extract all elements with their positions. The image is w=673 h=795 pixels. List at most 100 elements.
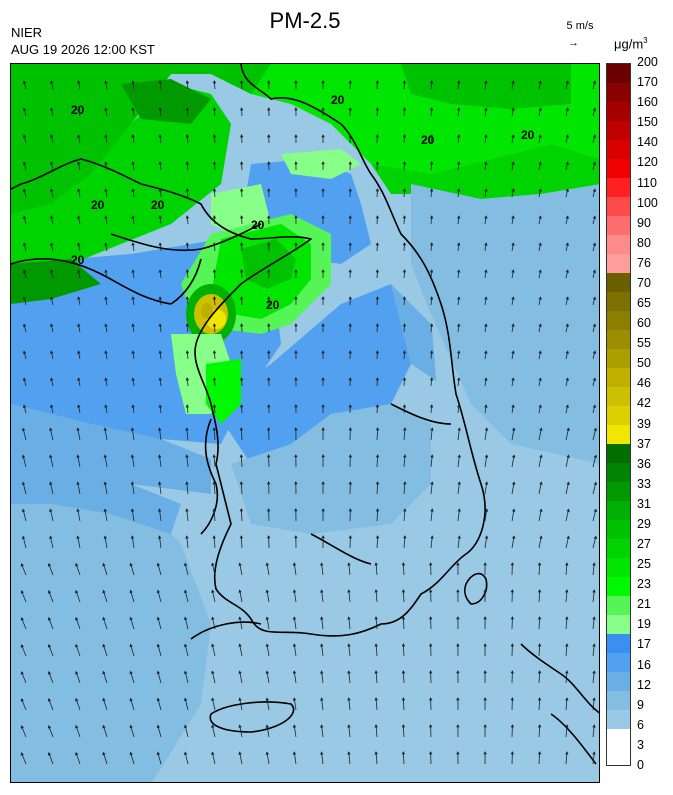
wind-vector-head (402, 242, 407, 246)
wind-scale-arrow-icon: → (568, 37, 579, 49)
wind-vector-head (22, 188, 27, 192)
wind-vector-head (76, 535, 80, 539)
colorbar-swatch (607, 501, 630, 520)
wind-vector-head (538, 404, 542, 408)
wind-vector-head (77, 350, 81, 354)
wind-vector-head (457, 427, 461, 431)
wind-vector-head (429, 134, 434, 138)
wind-vector-head (266, 535, 271, 539)
wind-vector-head (267, 242, 271, 246)
colorbar-swatch (607, 691, 630, 710)
wind-vector-head (239, 242, 244, 246)
wind-vector-head (375, 323, 380, 327)
wind-vector-head (50, 377, 54, 381)
wind-vector-head (348, 296, 352, 300)
contour-label: 20 (421, 133, 435, 147)
wind-vector-head (321, 188, 325, 192)
colorbar-tick-label: 39 (637, 416, 651, 431)
wind-vector-head (131, 215, 135, 219)
wind-vector-head (50, 296, 54, 300)
wind-vector-head (294, 242, 298, 246)
wind-vector-head (212, 161, 217, 165)
wind-vector-head (131, 269, 135, 273)
wind-vector-head (77, 377, 81, 381)
wind-vector-head (538, 323, 542, 327)
wind-vector-head (320, 616, 324, 620)
wind-vector-head (129, 562, 133, 567)
wind-vector-head (238, 643, 242, 647)
wind-vector-head (129, 697, 133, 702)
wind-vector-head (158, 161, 163, 165)
wind-vector-head (565, 323, 569, 327)
wind-vector-head (592, 242, 597, 246)
wind-vector-head (429, 350, 434, 354)
colorbar-tick-label: 76 (637, 255, 651, 270)
wind-vector-head (239, 454, 244, 458)
wind-vector-head (294, 269, 298, 273)
wind-vector-head (320, 697, 324, 701)
colorbar-tick-label: 50 (637, 356, 651, 371)
wind-vector-head (77, 134, 81, 138)
wind-vector-head (158, 215, 163, 219)
wind-vector-head (50, 161, 54, 165)
wind-vector-head (129, 616, 133, 621)
wind-vector-head (185, 80, 190, 84)
wind-vector-head (428, 589, 433, 593)
wind-vector-head (21, 481, 26, 486)
wind-vector-head (320, 643, 324, 647)
wind-vector-head (77, 404, 81, 408)
wind-vector-head (292, 697, 297, 701)
wind-vector-head (375, 296, 380, 300)
wind-vector-head (211, 724, 215, 728)
wind-vector-head (21, 427, 26, 432)
wind-vector-head (77, 323, 81, 327)
wind-vector-head (456, 751, 460, 755)
wind-vector-head (156, 724, 161, 729)
wind-vector-head (183, 589, 188, 594)
wind-vector-head (428, 724, 433, 728)
wind-vector-head (212, 454, 216, 458)
wind-vector-head (483, 724, 487, 728)
wind-vector-head (374, 724, 378, 728)
wind-vector-head (294, 134, 298, 138)
wind-vector-head (401, 562, 406, 566)
wind-vector-head (456, 215, 461, 219)
wind-vector-head (212, 188, 217, 192)
wind-vector-head (348, 454, 353, 458)
wind-vector-head (212, 481, 216, 485)
wind-vector-head (402, 107, 407, 111)
wind-vector-head (294, 296, 298, 300)
wind-vector-head (131, 161, 135, 165)
wind-vector-head (47, 725, 52, 729)
wind-vector-head (158, 350, 163, 354)
wind-vector-head (593, 454, 598, 459)
wind-vector-head (429, 80, 434, 84)
wind-vector-head (592, 697, 596, 701)
wind-vector-head (592, 377, 597, 381)
wind-vector-head (294, 481, 298, 485)
wind-vector-head (593, 508, 598, 513)
wind-vector-head (375, 481, 380, 485)
wind-vector-head (265, 670, 270, 674)
wind-vector-head (75, 697, 79, 702)
colorbar-tick-label: 9 (637, 697, 644, 712)
wind-vector-head (20, 752, 24, 756)
wind-vector-head (511, 134, 515, 138)
wind-vector-head (239, 80, 244, 84)
wind-vector-head (77, 269, 81, 273)
wind-vector-head (157, 454, 162, 458)
wind-vector-head (565, 670, 569, 674)
colorbar-tick-label: 21 (637, 597, 651, 612)
wind-vector-head (538, 242, 542, 246)
wind-vector-head (401, 751, 406, 755)
wind-vector-head (375, 107, 380, 111)
colorbar-swatch (607, 83, 630, 102)
wind-vector-head (592, 350, 597, 354)
wind-vector-head (592, 670, 596, 674)
wind-vector-head (211, 616, 215, 620)
wind-vector-head (510, 616, 515, 620)
wind-vector-head (592, 323, 597, 327)
wind-vector-head (267, 161, 271, 165)
wind-vector-head (456, 188, 461, 192)
wind-vector-head (131, 296, 135, 300)
